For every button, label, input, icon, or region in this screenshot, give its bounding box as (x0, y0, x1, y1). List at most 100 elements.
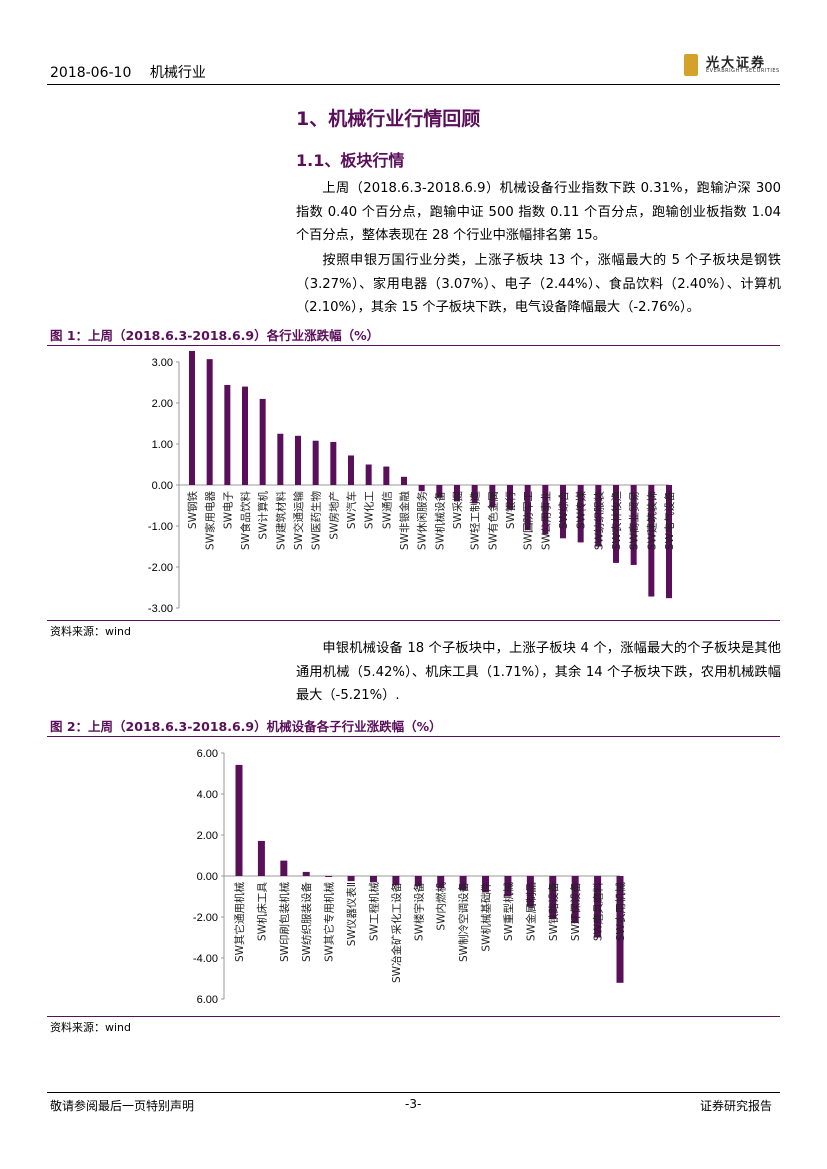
category-label: SW国防军工 (522, 491, 535, 550)
bar (277, 433, 284, 485)
bar (504, 876, 512, 897)
category-label: SW农用机械 (614, 882, 627, 942)
category-label: SW机械基础件 (480, 882, 493, 952)
bar (365, 464, 372, 485)
bar (482, 876, 490, 893)
category-label: SW印刷包装机械 (278, 882, 291, 963)
category-label: SW食品饮料 (239, 491, 252, 551)
category-label: SW其它通用机械 (233, 882, 246, 963)
bar (392, 876, 400, 886)
figure-1-bottom-rule (47, 620, 780, 621)
paragraph-2-text: 按照申银万国行业分类，上涨子板块 13 个，涨幅最大的 5 个子板块是钢铁（3.… (296, 253, 781, 315)
paragraph-1-text: 上周（2018.6.3-2018.6.9）机械设备行业指数下跌 0.31%，跑输… (296, 181, 781, 243)
bar (594, 876, 602, 938)
bar (189, 350, 195, 485)
figure-2-source: 资料来源：wind (50, 1021, 132, 1034)
bar (418, 485, 425, 492)
figure-2-title: 图 2：上周（2018.6.3-2018.6.9）机械设备各子行业涨跌幅（%） (50, 719, 442, 734)
category-label: SW机床工具 (255, 882, 268, 942)
figure-1-chart: 3.00 2.00 1.00 0.00 -1.00 -2.00 -3.00 SW钢铁 SW家用电… (148, 350, 676, 615)
bar (436, 485, 443, 498)
bar (577, 485, 584, 543)
category-label: SW轻工制造 (469, 491, 482, 551)
category-label: SW商业贸易 (628, 491, 641, 550)
bar (259, 398, 266, 485)
bar (459, 876, 467, 891)
bar (630, 485, 637, 565)
bar (571, 876, 579, 924)
footer-rule (47, 1092, 780, 1093)
category-label: SW环保设备 (569, 882, 582, 942)
y-tick-label: -2.00 (193, 912, 218, 924)
category-label: SW冶金矿采化工设备 (390, 882, 403, 984)
bar (471, 485, 478, 504)
bar (414, 876, 422, 887)
category-label: SW仪器仪表Ⅱ (345, 882, 358, 946)
bar (280, 860, 288, 876)
bar (560, 485, 566, 539)
category-label: SW汽车 (345, 491, 358, 529)
logo-english: EVERBRIGHT SECURITIES (706, 68, 780, 74)
category-label: SW通信 (381, 491, 393, 529)
y-tick-label: 0.00 (197, 871, 218, 883)
y-tick-label: -2.00 (148, 562, 173, 574)
bar (648, 485, 655, 597)
category-label: SW农林牧渔 (610, 491, 623, 550)
category-label: SW建筑装饰 (645, 491, 658, 550)
bar (489, 485, 496, 508)
category-label: SW传媒 (575, 491, 588, 530)
y-tick-label: 3.00 (152, 357, 173, 369)
brand-logo: 光大证券 EVERBRIGHT SECURITIES (684, 52, 782, 82)
category-label: SW工程机械 (367, 882, 380, 942)
bar (348, 455, 354, 485)
report-header: 2018-06-10 机械行业 (50, 62, 220, 82)
category-label: SW交通运输 (292, 491, 305, 551)
bar (595, 485, 602, 547)
bar (526, 876, 534, 907)
category-label: SW公用事业 (539, 491, 552, 550)
bar (369, 876, 377, 883)
figure-2-rule (47, 736, 780, 737)
bar (524, 485, 531, 531)
subsection-heading: 1.1、板块行情 (296, 151, 405, 170)
category-label: SW计算机 (257, 491, 270, 540)
bar (302, 871, 310, 876)
footer-disclaimer: 敬请参阅最后一页特别声明 (50, 1099, 195, 1113)
y-tick-label: -1.00 (148, 521, 173, 533)
bar (666, 485, 672, 599)
report-date: 2018-06-10 (50, 65, 132, 81)
category-label: SW纺织服装设备 (300, 882, 313, 963)
report-industry: 机械行业 (149, 65, 206, 81)
category-label: SW其它专用机械 (323, 882, 336, 963)
y-tick-label: 6.00 (197, 994, 218, 1006)
bar (242, 386, 248, 485)
category-label: SW内燃机 (435, 882, 448, 931)
footer-report-type: 证券研究报告 (700, 1099, 773, 1113)
bar (507, 485, 513, 510)
bar (542, 485, 549, 535)
category-label: SW楼宇设备 (412, 882, 425, 942)
category-label: SW重型机械 (502, 882, 515, 942)
category-label: SW休闲服务 (416, 491, 429, 551)
category-label: SW金属制品 (524, 882, 537, 941)
bar (325, 876, 333, 878)
page-number: -3- (405, 1097, 422, 1111)
category-label: SW银行 (504, 491, 517, 530)
bar (616, 876, 624, 983)
bar (437, 876, 445, 889)
bar (257, 840, 265, 876)
y-tick-label: 0.00 (152, 480, 173, 492)
category-label: SW建筑材料 (274, 491, 287, 551)
figure-2-bottom-rule (47, 1016, 780, 1017)
category-label: SW有色金属 (486, 491, 499, 550)
category-label: SW机械设备 (433, 491, 446, 551)
category-label: SW纺织服装 (592, 491, 605, 551)
bar (330, 441, 337, 485)
category-label: SW电气设备 (663, 491, 676, 551)
paragraph-2: 按照申银万国行业分类，上涨子板块 13 个，涨幅最大的 5 个子板块是钢铁（3.… (296, 249, 781, 320)
figure-1-rule (47, 345, 780, 346)
category-label: SW磨具磨料 (592, 882, 605, 942)
category-label: SW化工 (363, 491, 376, 529)
category-label: SW房地产 (327, 491, 340, 540)
header-rule (47, 84, 780, 85)
